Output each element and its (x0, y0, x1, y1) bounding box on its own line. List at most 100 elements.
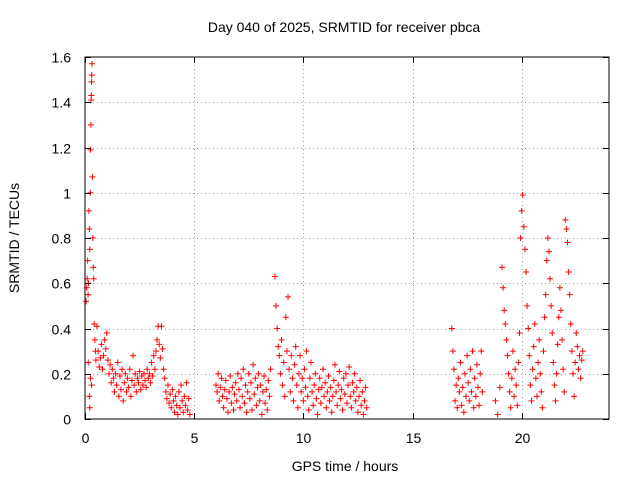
data-point (113, 382, 120, 389)
data-point (363, 404, 370, 411)
data-point (130, 352, 137, 359)
data-point (146, 370, 153, 377)
data-point (162, 388, 169, 395)
data-point (524, 302, 531, 309)
data-point (339, 406, 346, 413)
data-point (102, 345, 109, 352)
data-point (261, 373, 268, 380)
data-point (464, 352, 471, 359)
data-point (225, 409, 232, 416)
data-point (90, 275, 97, 282)
data-point (574, 343, 581, 350)
data-point (183, 379, 190, 386)
data-point (253, 402, 260, 409)
data-point (285, 293, 292, 300)
data-point (114, 359, 121, 366)
data-point (241, 400, 248, 407)
data-point (88, 72, 95, 79)
data-point (116, 373, 123, 380)
data-point (466, 397, 473, 404)
data-point (86, 225, 93, 232)
data-point (337, 395, 344, 402)
data-point (549, 330, 556, 337)
data-point (181, 393, 188, 400)
data-point (91, 336, 98, 343)
data-point (233, 397, 240, 404)
data-point (85, 291, 92, 298)
data-point (214, 388, 221, 395)
data-point (529, 366, 536, 373)
data-point (569, 370, 576, 377)
data-point (512, 366, 519, 373)
data-point (131, 382, 138, 389)
data-point (506, 388, 513, 395)
data-point (85, 207, 92, 214)
data-point (245, 370, 252, 377)
data-point (514, 402, 521, 409)
data-point (167, 391, 174, 398)
data-point (140, 370, 147, 377)
data-points (83, 60, 586, 418)
data-point (565, 268, 572, 275)
data-point (532, 375, 539, 382)
data-point (315, 386, 322, 393)
data-point (531, 320, 538, 327)
data-point (501, 307, 508, 314)
data-point (331, 361, 338, 368)
data-point (557, 307, 564, 314)
data-point (460, 409, 467, 416)
data-point (164, 382, 171, 389)
data-point (172, 393, 179, 400)
data-point (459, 384, 466, 391)
data-point (347, 393, 354, 400)
data-point (350, 388, 357, 395)
data-point (169, 386, 176, 393)
data-point (88, 78, 95, 85)
data-point (120, 397, 127, 404)
y-tick-label: 1.4 (52, 95, 72, 111)
data-point (333, 388, 340, 395)
data-point (539, 404, 546, 411)
data-point (281, 393, 288, 400)
data-point (566, 291, 573, 298)
data-point (513, 382, 520, 389)
data-point (147, 379, 154, 386)
data-point (124, 375, 131, 382)
data-point (545, 248, 552, 255)
data-point (551, 382, 558, 389)
data-point (559, 336, 566, 343)
data-point (288, 352, 295, 359)
data-point (318, 384, 325, 391)
data-point (219, 393, 226, 400)
y-tick-label: 1.2 (52, 141, 72, 157)
data-point (292, 343, 299, 350)
data-point (115, 393, 122, 400)
data-point (274, 325, 281, 332)
data-point (310, 402, 317, 409)
data-point (121, 379, 128, 386)
data-point (94, 323, 101, 330)
data-point (560, 366, 567, 373)
data-point (470, 404, 477, 411)
data-point (221, 386, 228, 393)
data-point (87, 189, 94, 196)
data-point (137, 386, 144, 393)
data-point (103, 330, 110, 337)
data-point (544, 235, 551, 241)
data-point (186, 411, 193, 418)
data-point (90, 264, 97, 271)
x-axis-label: GPS time / hours (292, 458, 399, 474)
data-point (359, 388, 366, 395)
data-point (325, 373, 332, 380)
data-point (307, 359, 314, 366)
data-point (349, 379, 356, 386)
data-point (309, 388, 316, 395)
data-point (340, 375, 347, 382)
data-point (88, 92, 95, 99)
data-point (540, 348, 547, 355)
data-point (316, 375, 323, 382)
data-point (572, 359, 579, 366)
data-point (326, 397, 333, 404)
data-point (87, 121, 94, 128)
data-point (89, 173, 96, 180)
